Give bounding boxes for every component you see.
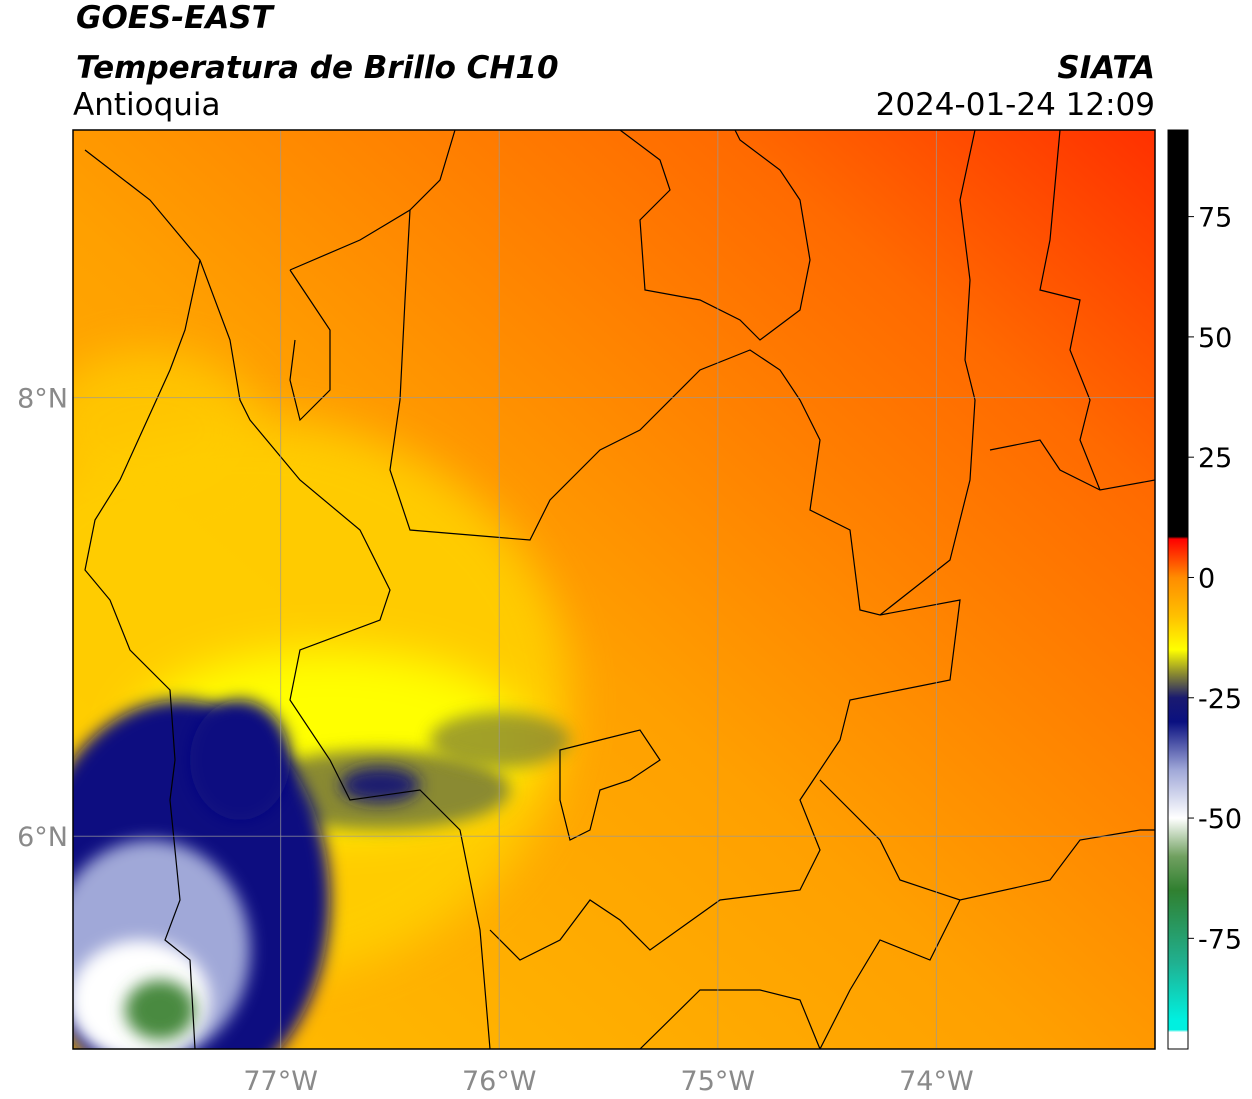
- colorbar-tick-label: -25: [1198, 684, 1242, 715]
- x-tick-label: 76°W: [462, 1066, 537, 1097]
- source: SIATA: [1057, 50, 1155, 86]
- region: Antioquia: [73, 87, 221, 123]
- colorbar-tick-label: -50: [1198, 804, 1242, 835]
- subtitle: Temperatura de Brillo CH10: [76, 50, 559, 86]
- title: GOES-EAST: [76, 0, 276, 36]
- colorbar-tick-label: 25: [1198, 443, 1232, 474]
- x-tick-label: 74°W: [899, 1066, 974, 1097]
- x-tick-label: 75°W: [681, 1066, 756, 1097]
- colorbar-tick-label: 75: [1198, 203, 1232, 234]
- colorbar: [1167, 129, 1189, 1050]
- colorbar-tick-label: 0: [1198, 563, 1215, 594]
- map-frame: [72, 129, 1156, 1050]
- y-tick-label: 8°N: [17, 384, 68, 415]
- grid: [73, 130, 1155, 1049]
- map-image: [73, 130, 1155, 1049]
- colorbar-tick-label: -75: [1198, 924, 1242, 955]
- datetime: 2024-01-24 12:09: [876, 87, 1155, 123]
- y-tick-label: 6°N: [17, 822, 68, 853]
- colorbar-tick-label: 50: [1198, 323, 1232, 354]
- x-tick-label: 77°W: [243, 1066, 318, 1097]
